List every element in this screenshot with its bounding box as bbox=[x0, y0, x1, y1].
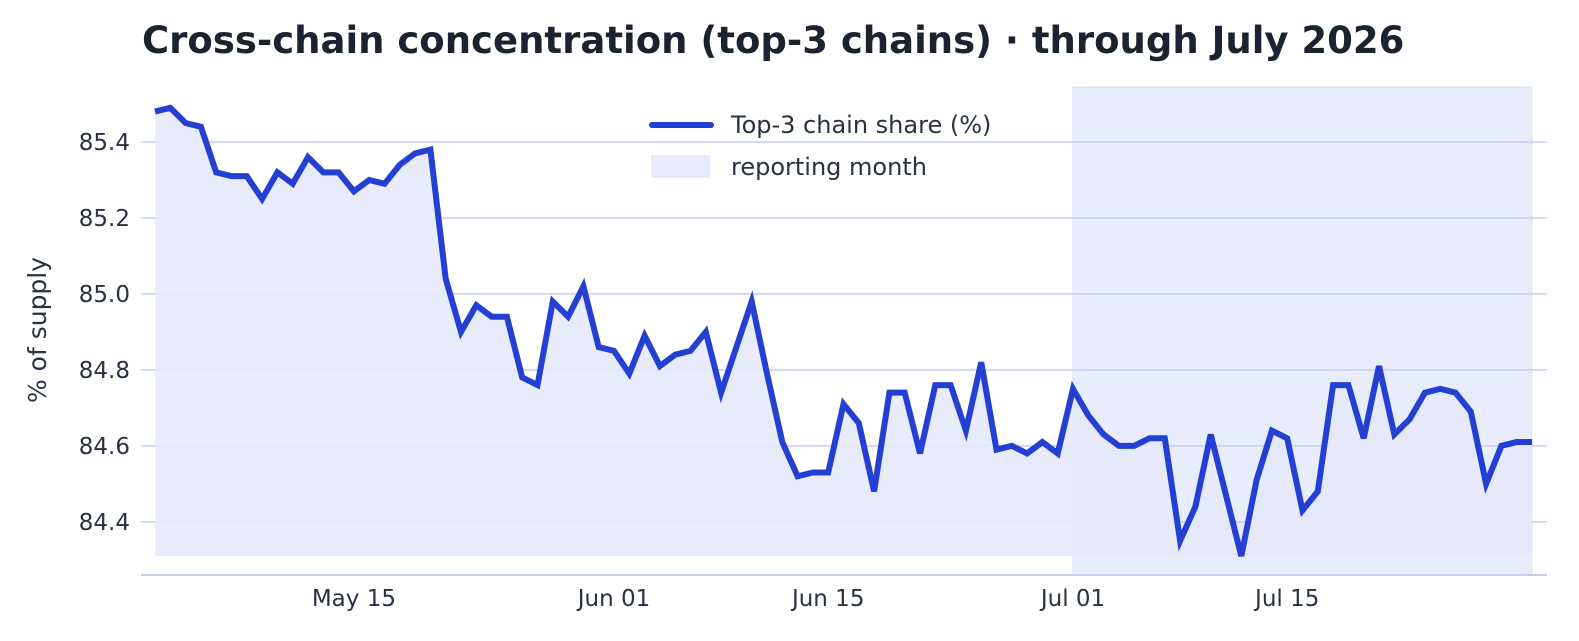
chart-title: Cross-chain concentration (top-3 chains)… bbox=[142, 19, 1404, 62]
x-tick-label: Jul 01 bbox=[1039, 586, 1105, 612]
legend: Top-3 chain share (%) reporting month bbox=[649, 111, 991, 181]
x-tick-label: Jul 15 bbox=[1253, 586, 1319, 612]
y-tick-label: 85.4 bbox=[79, 130, 130, 156]
y-tick-label: 85.2 bbox=[79, 206, 130, 232]
line-layer bbox=[154, 104, 1532, 557]
y-tick-label: 85.0 bbox=[79, 282, 130, 308]
series-area-fill bbox=[155, 107, 1532, 557]
y-tick-label: 84.8 bbox=[79, 358, 130, 384]
legend-band-swatch bbox=[651, 155, 710, 178]
x-tick-label: Jun 01 bbox=[576, 586, 651, 612]
x-tick-label: May 15 bbox=[312, 586, 396, 612]
legend-label-line: Top-3 chain share (%) bbox=[730, 111, 991, 139]
legend-label-band: reporting month bbox=[731, 153, 927, 181]
x-tick-labels: May 15 Jun 01 Jun 15 Jul 01 Jul 15 bbox=[312, 586, 1320, 612]
y-tick-label: 84.4 bbox=[79, 510, 130, 536]
y-tick-label: 84.6 bbox=[79, 434, 130, 460]
series-line bbox=[154, 104, 1532, 557]
y-tick-labels: 84.4 84.6 84.8 85.0 85.2 85.4 bbox=[79, 130, 130, 536]
y-axis-title: % of supply bbox=[23, 257, 52, 403]
x-tick-label: Jun 15 bbox=[790, 586, 865, 612]
area-layer bbox=[155, 107, 1532, 557]
